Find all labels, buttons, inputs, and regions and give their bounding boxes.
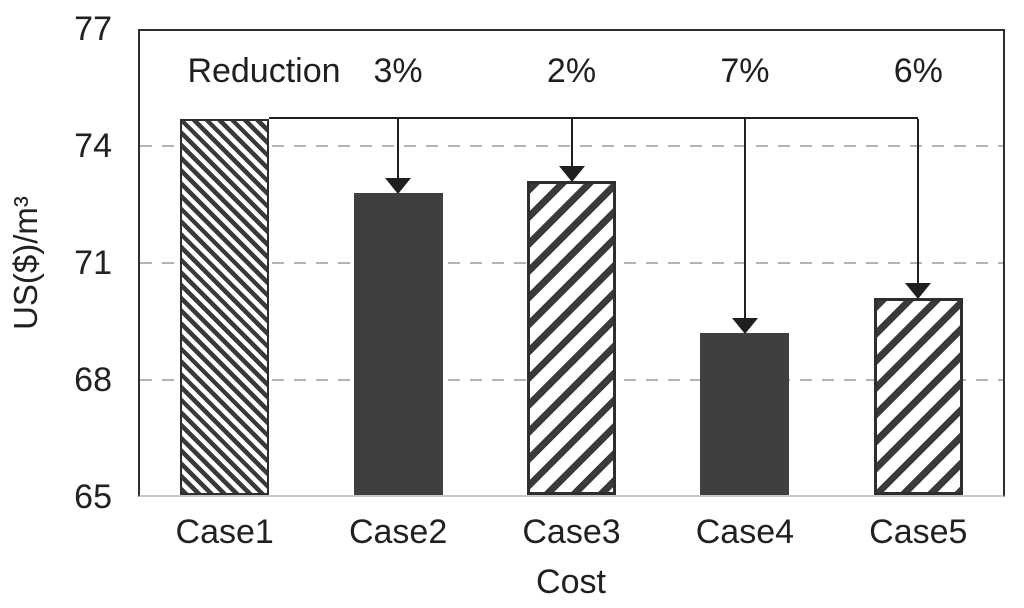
x-tick-label: Case1 [175, 513, 274, 551]
y-tick-label: 74 [74, 127, 112, 165]
x-tick-label: Case4 [695, 513, 795, 551]
reduction-percent-label: 3% [373, 52, 423, 90]
bar-case4 [700, 333, 790, 495]
bar-case5 [873, 298, 963, 495]
reduction-label: Reduction [187, 52, 341, 90]
reduction-arrow-line [397, 118, 400, 178]
y-tick-label: 71 [74, 244, 112, 282]
bar-case1 [180, 118, 270, 495]
reduction-arrow-line [917, 118, 920, 284]
reduction-arrowhead [905, 283, 932, 300]
reduction-arrowhead [731, 318, 758, 335]
y-tick-label: 68 [74, 361, 112, 399]
x-tick-label: Case5 [869, 513, 968, 551]
reduction-percent-label: 7% [720, 52, 770, 90]
y-tick-label: 77 [74, 10, 112, 48]
bar-case3 [527, 181, 616, 495]
reduction-percent-label: 6% [893, 52, 943, 90]
reduction-baseline-line [269, 116, 919, 119]
reduction-arrowhead [558, 166, 585, 183]
y-tick-label: 65 [74, 478, 112, 516]
bar-case2 [353, 192, 443, 495]
reduction-arrow-line [570, 118, 573, 167]
reduction-arrowhead [385, 177, 412, 194]
reduction-arrow-line [743, 118, 746, 319]
x-axis-title: Cost [536, 563, 606, 601]
reduction-percent-label: 2% [546, 52, 597, 90]
x-tick-label: Case3 [522, 513, 621, 551]
x-tick-label: Case2 [348, 513, 448, 551]
